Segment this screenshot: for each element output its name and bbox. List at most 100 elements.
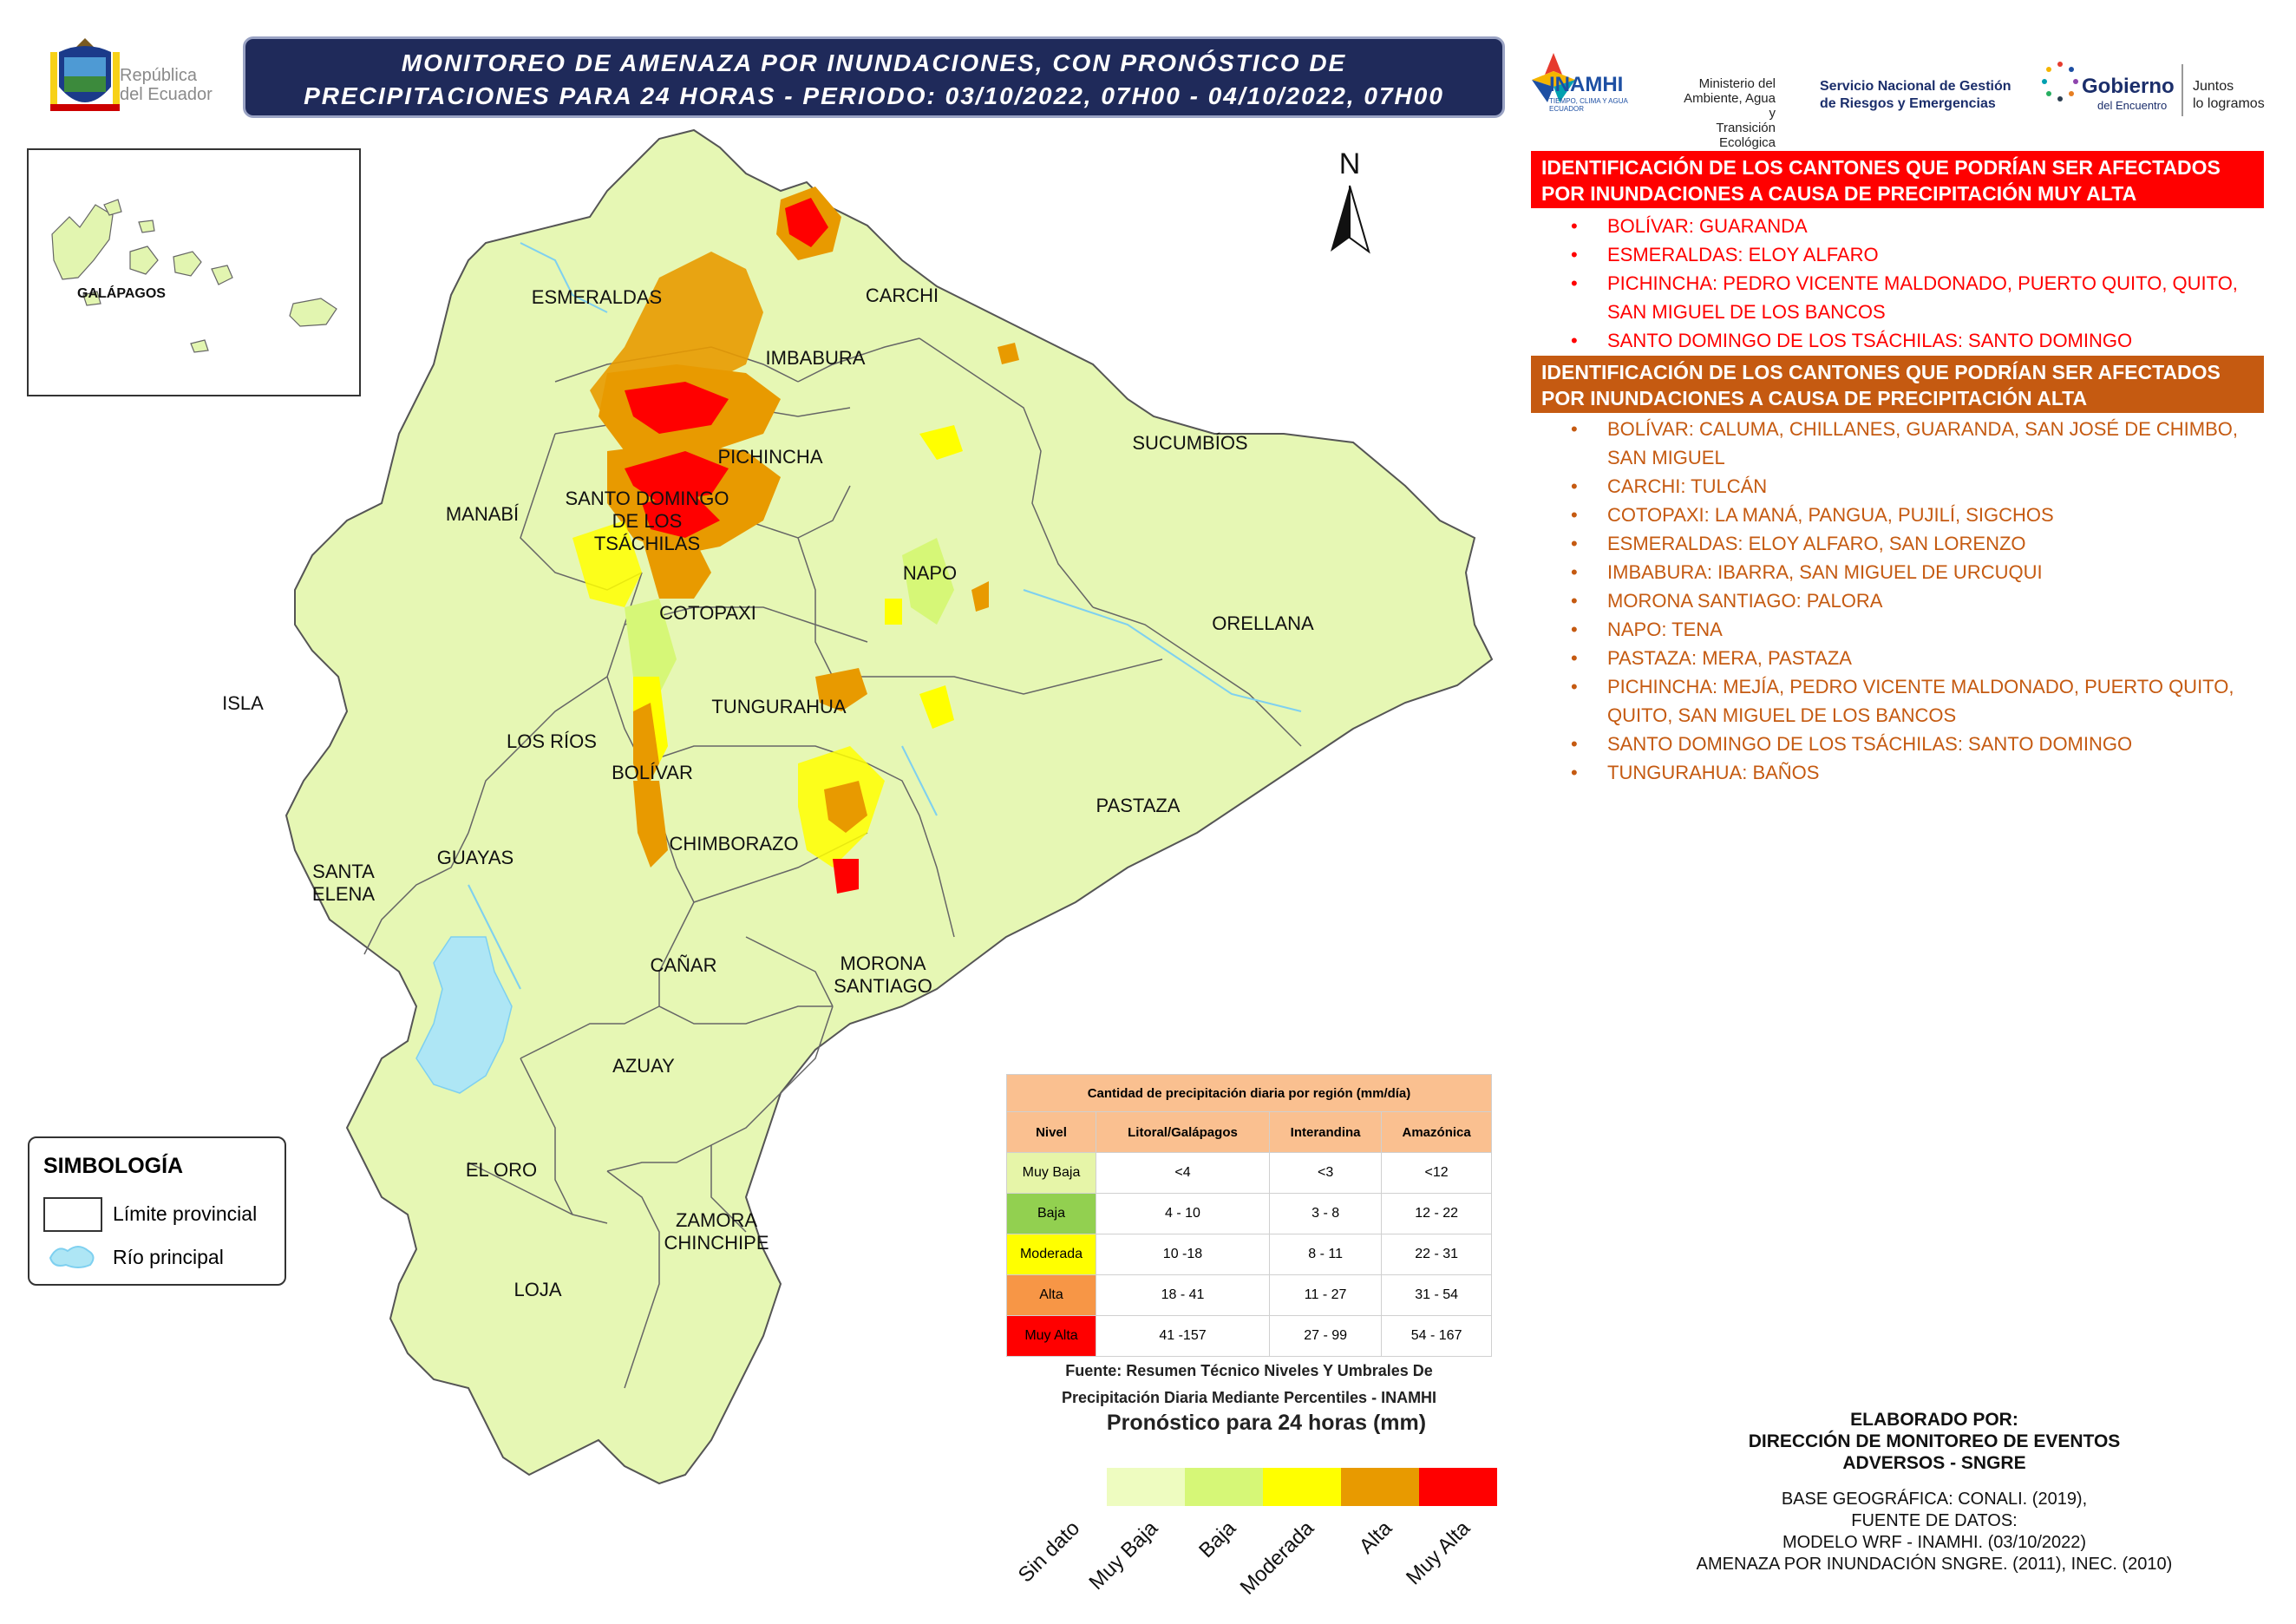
- forecast-legend-title: Pronóstico para 24 horas (mm): [1106, 1411, 1427, 1435]
- republica-label: República del Ecuador: [120, 66, 213, 104]
- credits-base2: FUENTE DE DATOS:: [1851, 1511, 2018, 1530]
- province-label: SANTA: [312, 861, 375, 882]
- bullet-icon: •: [1571, 647, 1578, 669]
- province-label: SANTIAGO: [834, 975, 932, 997]
- canton-item: • ESMERALDAS: ELOY ALFARO, SAN LORENZO: [1566, 529, 2268, 558]
- province-label: CAÑAR: [650, 954, 716, 976]
- ministerio-line3: Transición Ecológica: [1716, 121, 1776, 150]
- litoral-cell: 18 - 41: [1096, 1274, 1270, 1316]
- table-caption: Cantidad de precipitación diaria por reg…: [1006, 1074, 1492, 1112]
- canton-item: • SANTO DOMINGO DE LOS TSÁCHILAS: SANTO D…: [1566, 326, 2268, 355]
- table-row: Alta 18 - 41 11 - 27 31 - 54: [1006, 1274, 1492, 1316]
- canton-text: IMBABURA: IBARRA, SAN MIGUEL DE URCUQUI: [1607, 561, 2043, 583]
- credits-base4: AMENAZA POR INUNDACIÓN SNGRE. (2011), IN…: [1696, 1555, 2173, 1574]
- ecuador-shield-logo: [42, 35, 128, 121]
- canton-text: BOLÍVAR: CALUMA, CHILLANES, GUARANDA, SA…: [1607, 418, 2238, 468]
- brand-line1: República: [120, 66, 197, 85]
- title-line1: MONITOREO DE AMENAZA POR INUNDACIONES, C…: [401, 49, 1347, 76]
- province-label: SUCUMBÍOS: [1132, 432, 1247, 454]
- province-label: GUAYAS: [437, 847, 513, 868]
- canton-item: • SANTO DOMINGO DE LOS TSÁCHILAS: SANTO D…: [1566, 730, 2268, 758]
- interandina-cell: 27 - 99: [1268, 1315, 1383, 1357]
- province-label: DE LOS: [612, 510, 683, 532]
- threshold-table: Cantidad de precipitación diaria por reg…: [1006, 1074, 1492, 1357]
- bullet-icon: •: [1571, 619, 1578, 640]
- juntos-line1: Juntos: [2193, 79, 2234, 94]
- title-banner: MONITOREO DE AMENAZA POR INUNDACIONES, C…: [243, 36, 1505, 118]
- credits-base1: BASE GEOGRÁFICA: CONALI. (2019),: [1781, 1490, 2088, 1509]
- table-header: Amazónica: [1381, 1111, 1492, 1153]
- canton-item: • PASTAZA: MERA, PASTAZA: [1566, 644, 2268, 672]
- canton-text: TUNGURAHUA: BAÑOS: [1607, 762, 1820, 783]
- amazonica-cell: 22 - 31: [1381, 1234, 1492, 1275]
- bullet-icon: •: [1571, 272, 1578, 294]
- table-row: Muy Baja <4 <3 <12: [1006, 1152, 1492, 1194]
- table-source-line1: Fuente: Resumen Técnico Niveles Y Umbral…: [1065, 1362, 1433, 1379]
- bullet-icon: •: [1571, 561, 1578, 583]
- province-label: TUNGURAHUA: [711, 696, 847, 717]
- inamhi-logo: INAMHI TIEMPO, CLIMA Y AGUA ECUADOR: [1523, 49, 1645, 118]
- province-label: CHIMBORAZO: [669, 833, 798, 855]
- province-label: TSÁCHILAS: [594, 533, 700, 554]
- litoral-cell: 4 - 10: [1096, 1193, 1270, 1234]
- canton-text: NAPO: TENA: [1607, 619, 1723, 640]
- province-limit-label: Límite provincial: [113, 1202, 258, 1225]
- bullet-icon: •: [1571, 676, 1578, 697]
- canton-item: • ESMERALDAS: ELOY ALFARO: [1566, 240, 2268, 269]
- credits-base3: MODELO WRF - INAMHI. (03/10/2022): [1782, 1533, 2087, 1552]
- litoral-cell: <4: [1096, 1152, 1270, 1194]
- province-label: SANTO DOMINGO: [565, 488, 729, 509]
- juntos-logo: Juntos lo logramos: [2193, 78, 2265, 113]
- rivers: [468, 242, 1302, 990]
- province-label: MORONA: [841, 953, 926, 974]
- canton-item: • PICHINCHA: MEJÍA, PEDRO VICENTE MALDONA…: [1566, 672, 2268, 730]
- province-label: LOJA: [513, 1279, 561, 1300]
- canton-text: BOLÍVAR: GUARANDA: [1607, 215, 1808, 237]
- canton-text: ESMERALDAS: ELOY ALFARO: [1607, 244, 1879, 265]
- gobierno-sub: del Encuentro: [2097, 99, 2168, 112]
- sngre-logo: Servicio Nacional de Gestión de Riesgos …: [1820, 78, 2011, 113]
- canton-text: SANTO DOMINGO DE LOS TSÁCHILAS: SANTO DO…: [1607, 733, 2133, 755]
- province-label: ESMERALDAS: [532, 286, 662, 308]
- forecast-scale: [1107, 1468, 1497, 1506]
- interandina-cell: 8 - 11: [1268, 1234, 1383, 1275]
- province-labels: ESMERALDAS CARCHI IMBABURA SUCUMBÍOS PIC…: [222, 285, 1314, 1300]
- canton-item: • NAPO: TENA: [1566, 615, 2268, 644]
- canton-item: • BOLÍVAR: GUARANDA: [1566, 212, 2268, 240]
- bullet-icon: •: [1571, 244, 1578, 265]
- alta-list: • BOLÍVAR: CALUMA, CHILLANES, GUARANDA, S…: [1566, 415, 2268, 787]
- province-limit-swatch: [43, 1197, 102, 1232]
- elaborado-por: ELABORADO POR: DIRECCIÓN DE MONITOREO DE…: [1639, 1409, 2229, 1474]
- canton-text: MORONA SANTIAGO: PALORA: [1607, 590, 1883, 612]
- table-header: Nivel: [1006, 1111, 1096, 1153]
- bullet-icon: •: [1571, 330, 1578, 351]
- canton-text: ESMERALDAS: ELOY ALFARO, SAN LORENZO: [1607, 533, 2026, 554]
- bullet-icon: •: [1571, 533, 1578, 554]
- alta-title: IDENTIFICACIÓN DE LOS CANTONES QUE PODRÍ…: [1531, 356, 2264, 413]
- amazonica-cell: 54 - 167: [1381, 1315, 1492, 1357]
- ministerio-line1: Ministerio del: [1698, 76, 1776, 91]
- province-label: PICHINCHA: [717, 446, 822, 468]
- ecuador-mainland: [285, 128, 1494, 1485]
- amazonica-cell: 12 - 22: [1381, 1193, 1492, 1234]
- canton-text: SANTO DOMINGO DE LOS TSÁCHILAS: SANTO DO…: [1607, 330, 2133, 351]
- province-label: AZUAY: [612, 1055, 675, 1077]
- threshold-table-wrap: Cantidad de precipitación diaria por reg…: [1006, 1074, 1492, 1407]
- bullet-icon: •: [1571, 762, 1578, 783]
- river-label: Río principal: [113, 1246, 224, 1268]
- amazonica-cell: <12: [1381, 1152, 1492, 1194]
- interandina-cell: <3: [1268, 1152, 1383, 1194]
- table-source-line2: Precipitación Diaria Mediante Percentile…: [1061, 1389, 1437, 1406]
- brand-line2: del Ecuador: [120, 85, 213, 104]
- bullet-icon: •: [1571, 733, 1578, 755]
- table-row: Baja 4 - 10 3 - 8 12 - 22: [1006, 1193, 1492, 1234]
- credits-by2: DIRECCIÓN DE MONITOREO DE EVENTOS: [1748, 1431, 2121, 1451]
- canton-item: • MORONA SANTIAGO: PALORA: [1566, 586, 2268, 615]
- muy-alta-list: • BOLÍVAR: GUARANDA • ESMERALDAS: ELOY ALFA…: [1566, 212, 2268, 355]
- canton-item: • TUNGURAHUA: BAÑOS: [1566, 758, 2268, 787]
- province-label: MANABÍ: [446, 503, 520, 525]
- canton-item: • COTOPAXI: LA MANÁ, PANGUA, PUJILÍ, SIGC…: [1566, 501, 2268, 529]
- north-label: N: [1339, 147, 1361, 180]
- gobierno-name: Gobierno: [2082, 75, 2175, 98]
